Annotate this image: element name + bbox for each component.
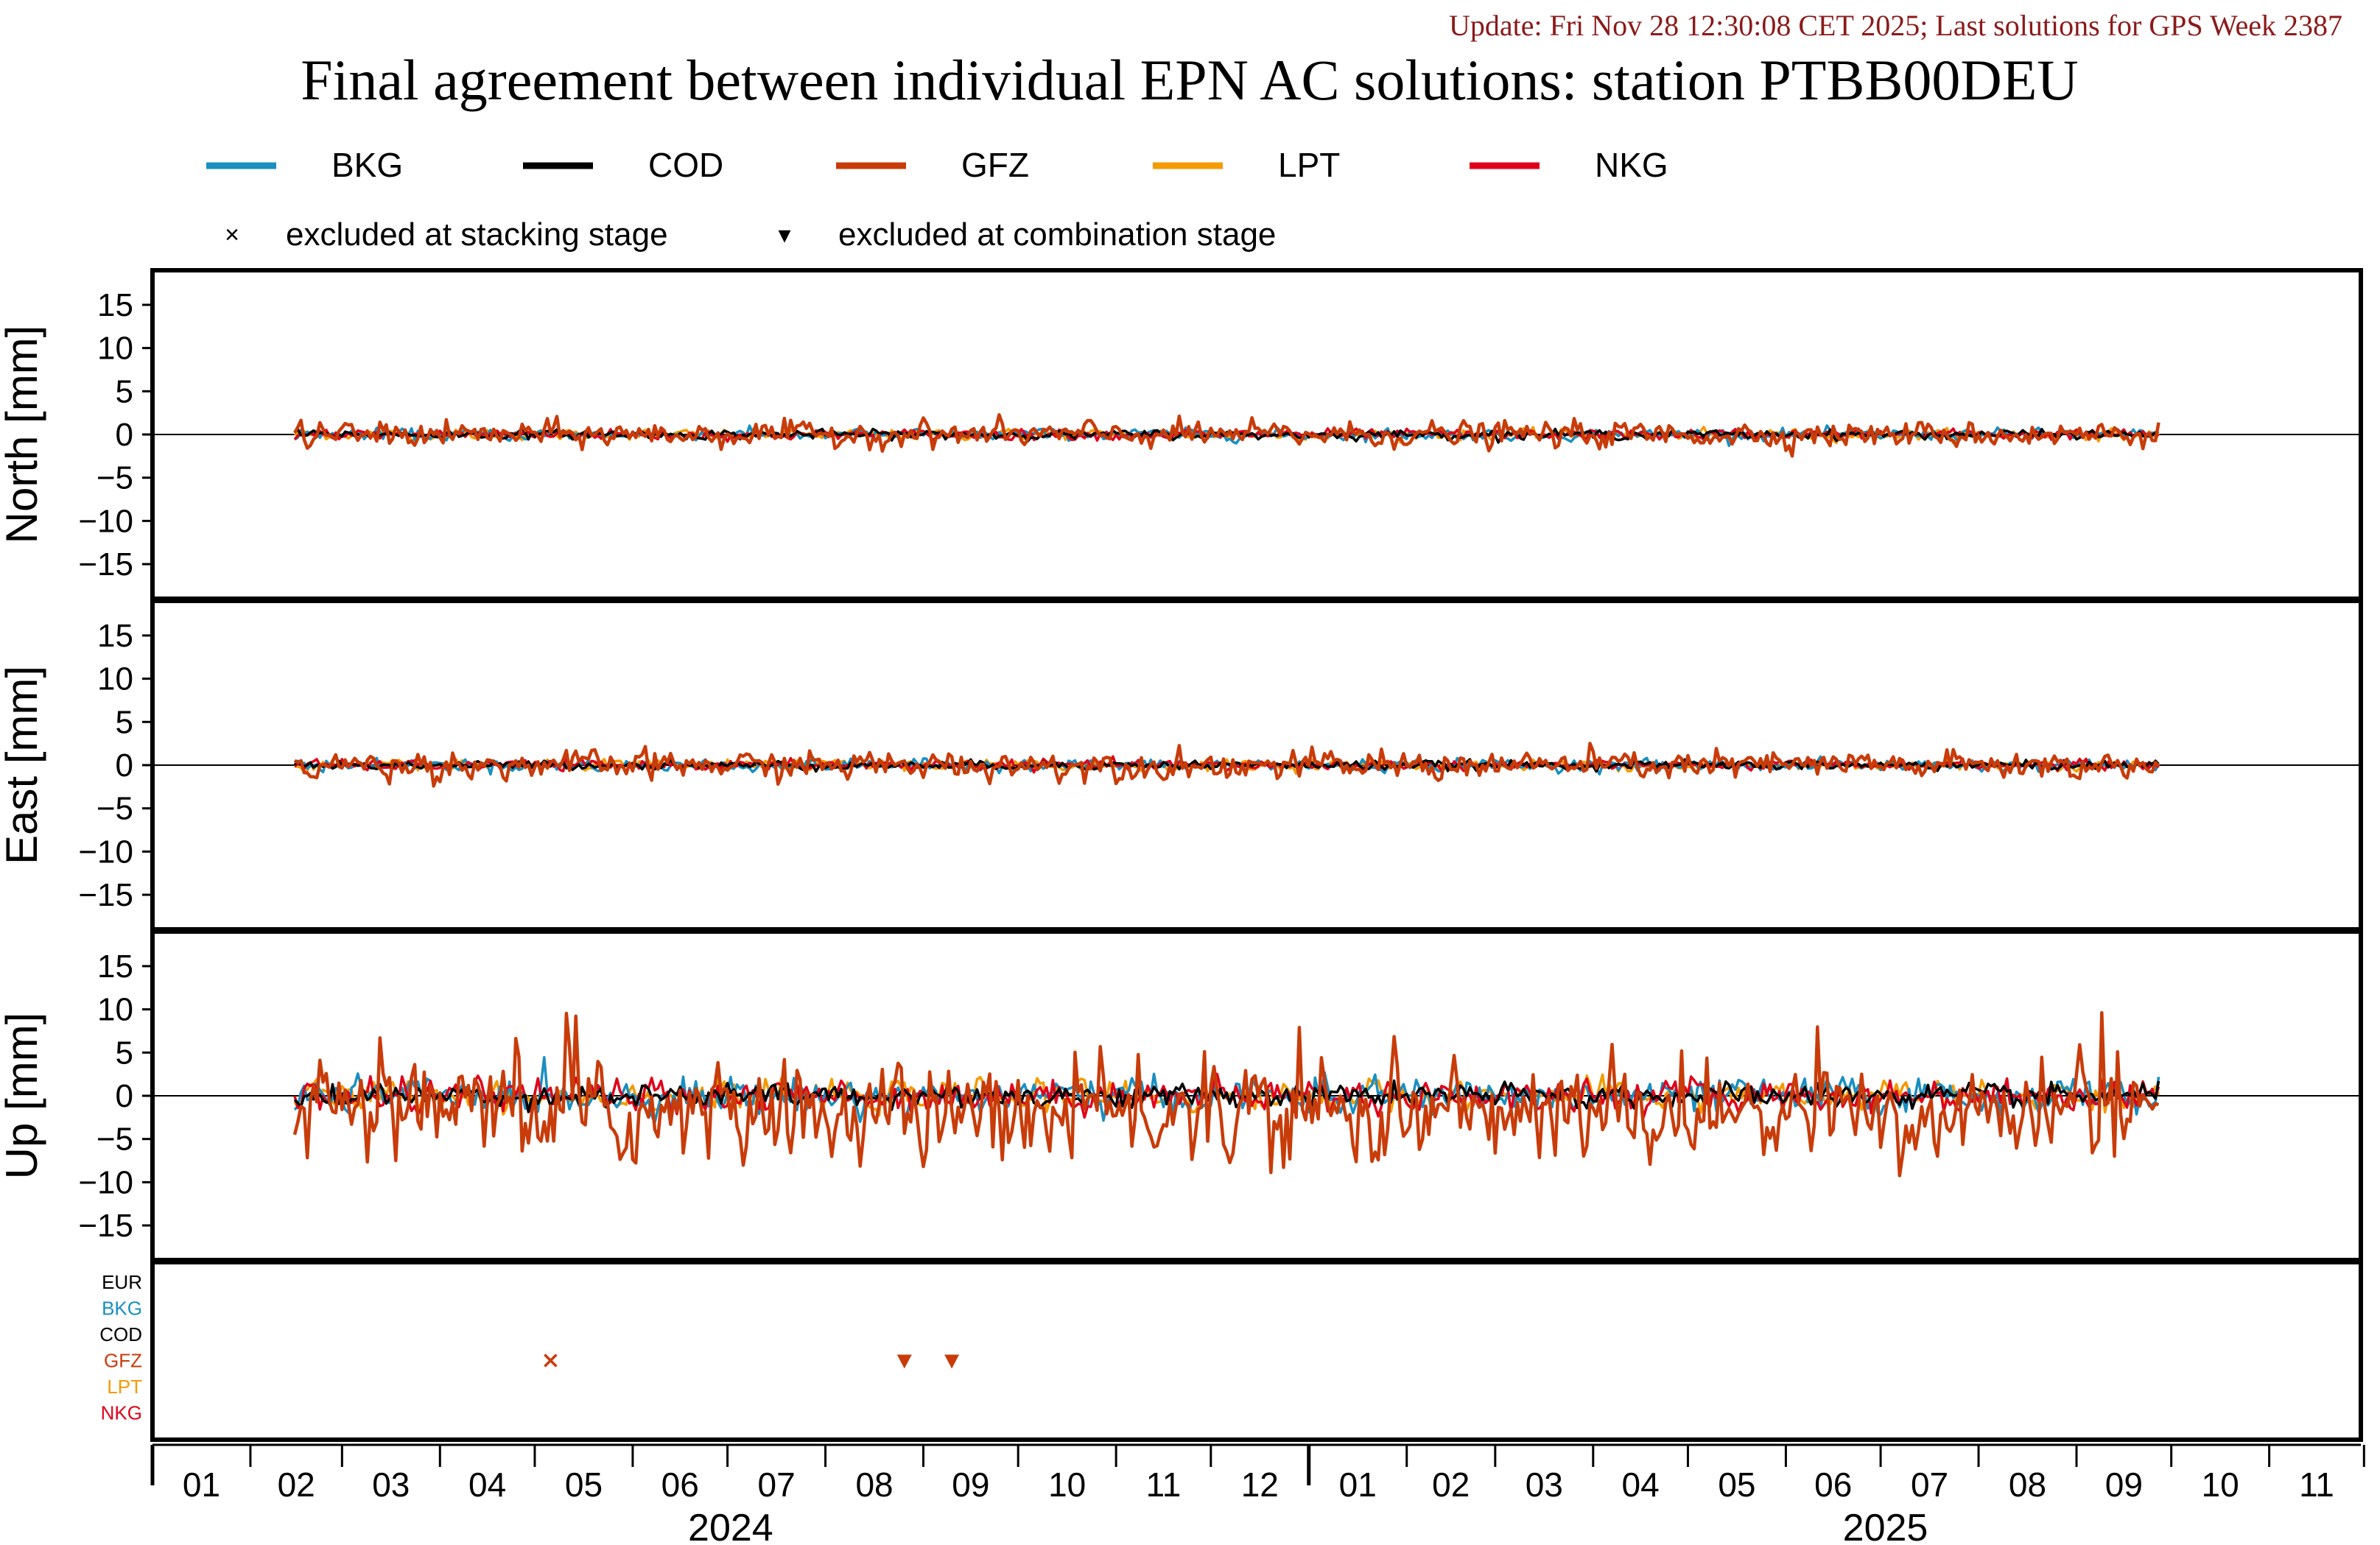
x-year-label: 2025: [1843, 1507, 1928, 1545]
chart-title: Final agreement between individual EPN A…: [301, 48, 2078, 112]
x-month-label: 09: [2105, 1465, 2143, 1504]
x-month-label: 06: [661, 1465, 699, 1504]
legend: BKG COD GFZ LPT NKG: [206, 146, 1668, 184]
x-month-label: 02: [278, 1465, 315, 1504]
y-tick-label: 15: [97, 618, 133, 654]
x-month-label: 09: [952, 1465, 989, 1504]
y-tick-label: 15: [97, 287, 133, 323]
x-month-label: 01: [1339, 1465, 1377, 1504]
series-line-gfz: [293, 413, 2160, 458]
exclusion-row-label-cod: COD: [99, 1323, 142, 1345]
x-month-label: 07: [757, 1465, 795, 1504]
exclusion-row-label-bkg: BKG: [102, 1298, 142, 1320]
x-month-label: 10: [2202, 1465, 2239, 1504]
y-axis-label: East [mm]: [0, 666, 46, 865]
x-month-label: 02: [1432, 1465, 1470, 1504]
legend-label-gfz: GFZ: [961, 146, 1029, 184]
x-month-label: 07: [1911, 1465, 1948, 1504]
y-tick-label: −15: [78, 1208, 133, 1244]
exclusion-frame: [150, 1260, 2363, 1442]
series-line-gfz: [293, 742, 2160, 788]
y-tick-label: −5: [96, 791, 133, 827]
x-month-label: 05: [565, 1465, 603, 1504]
x-month-label: 08: [2009, 1465, 2046, 1504]
y-tick-label: 15: [97, 949, 133, 985]
x-axis: 01 02 03 04 05 06 07 08 09 10 11 12 01 02 03 04 05 06 07 08…: [150, 1443, 2365, 1545]
legend-label-nkg: NKG: [1595, 146, 1668, 184]
y-tick-label: −5: [96, 1122, 133, 1158]
y-tick-label: −10: [78, 1164, 133, 1200]
y-tick-label: 10: [97, 331, 133, 367]
exclusion-marker-stacking: [544, 1354, 558, 1368]
legend-label-bkg: BKG: [331, 146, 403, 184]
exclusion-row-label-lpt: LPT: [107, 1376, 142, 1398]
y-tick-label: −10: [78, 503, 133, 539]
series-line-gfz: [292, 1010, 2160, 1178]
y-tick-label: −10: [78, 834, 133, 870]
y-tick-label: 0: [116, 1078, 133, 1114]
exclusion-row-label-nkg: NKG: [101, 1402, 142, 1424]
y-tick-label: 5: [116, 1035, 133, 1071]
y-tick-label: 10: [97, 661, 133, 697]
x-month-label: 06: [1814, 1465, 1852, 1504]
panel-0: 15 10 5 0 −5 −10 −15 North [mm]: [0, 268, 2363, 601]
legend-label-lpt: LPT: [1278, 146, 1340, 184]
y-tick-label: 10: [97, 992, 133, 1028]
x-month-label: 08: [855, 1465, 893, 1504]
exclusion-row-label-gfz: GFZ: [104, 1350, 142, 1372]
y-tick-label: 0: [116, 417, 133, 453]
exclusion-panel: EUR BKG COD GFZ LPT NKG: [99, 1260, 2363, 1442]
x-month-label: 03: [372, 1465, 410, 1504]
x-month-label: 04: [1622, 1465, 1660, 1504]
x-month-label: 03: [1526, 1465, 1563, 1504]
x-month-label: 05: [1718, 1465, 1755, 1504]
legend-marker-symbol-0: ×: [225, 221, 239, 249]
x-month-label: 11: [2299, 1465, 2334, 1504]
update-text: Update: Fri Nov 28 12:30:08 CET 2025; La…: [1449, 9, 2342, 42]
legend-marker-label-0: excluded at stacking stage: [286, 217, 668, 253]
panel-1: 15 10 5 0 −5 −10 −15 East [mm]: [0, 599, 2363, 932]
y-tick-label: −5: [96, 460, 133, 496]
x-month-label: 11: [1146, 1465, 1182, 1504]
legend-label-cod: COD: [648, 146, 723, 184]
panel-2: 15 10 5 0 −5 −10 −15 Up [mm]: [0, 929, 2363, 1262]
y-tick-label: 5: [116, 704, 133, 740]
marker-legend: × excluded at stacking stage ▾ excluded at …: [225, 217, 1276, 253]
legend-marker-symbol-1: ▾: [778, 221, 790, 249]
panels: 15 10 5 0 −5 −10 −15 North [mm] 15 10 5 0 −5 −10 −15 Ea…: [0, 268, 2363, 1262]
y-tick-label: 5: [116, 373, 133, 409]
x-month-label: 10: [1048, 1465, 1086, 1504]
x-month-label: 12: [1241, 1465, 1279, 1504]
x-month-label: 04: [468, 1465, 506, 1504]
y-axis-label: Up [mm]: [0, 1013, 46, 1180]
legend-marker-label-1: excluded at combination stage: [838, 217, 1276, 253]
x-year-label: 2024: [688, 1507, 773, 1545]
exclusion-marker-combination: [944, 1354, 960, 1369]
y-tick-label: −15: [78, 546, 133, 583]
y-tick-label: −15: [78, 877, 133, 913]
exclusion-marker-combination: [896, 1354, 912, 1369]
exclusion-row-label-eur: EUR: [102, 1271, 142, 1293]
x-month-label: 01: [183, 1465, 220, 1504]
y-tick-label: 0: [116, 747, 133, 784]
y-axis-label: North [mm]: [0, 325, 46, 544]
